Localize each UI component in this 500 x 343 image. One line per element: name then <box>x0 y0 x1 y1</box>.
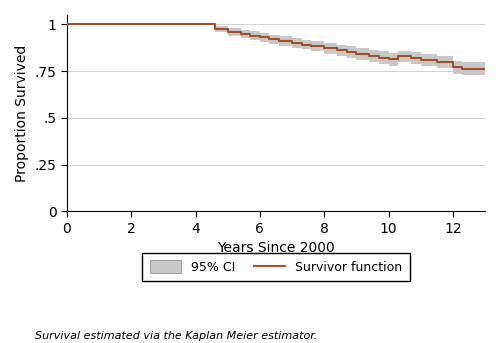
Legend: 95% CI, Survivor function: 95% CI, Survivor function <box>142 253 409 282</box>
X-axis label: Years Since 2000: Years Since 2000 <box>217 241 335 255</box>
Y-axis label: Proportion Survived: Proportion Survived <box>15 45 29 182</box>
Text: Survival estimated via the Kaplan Meier estimator.: Survival estimated via the Kaplan Meier … <box>35 331 318 341</box>
